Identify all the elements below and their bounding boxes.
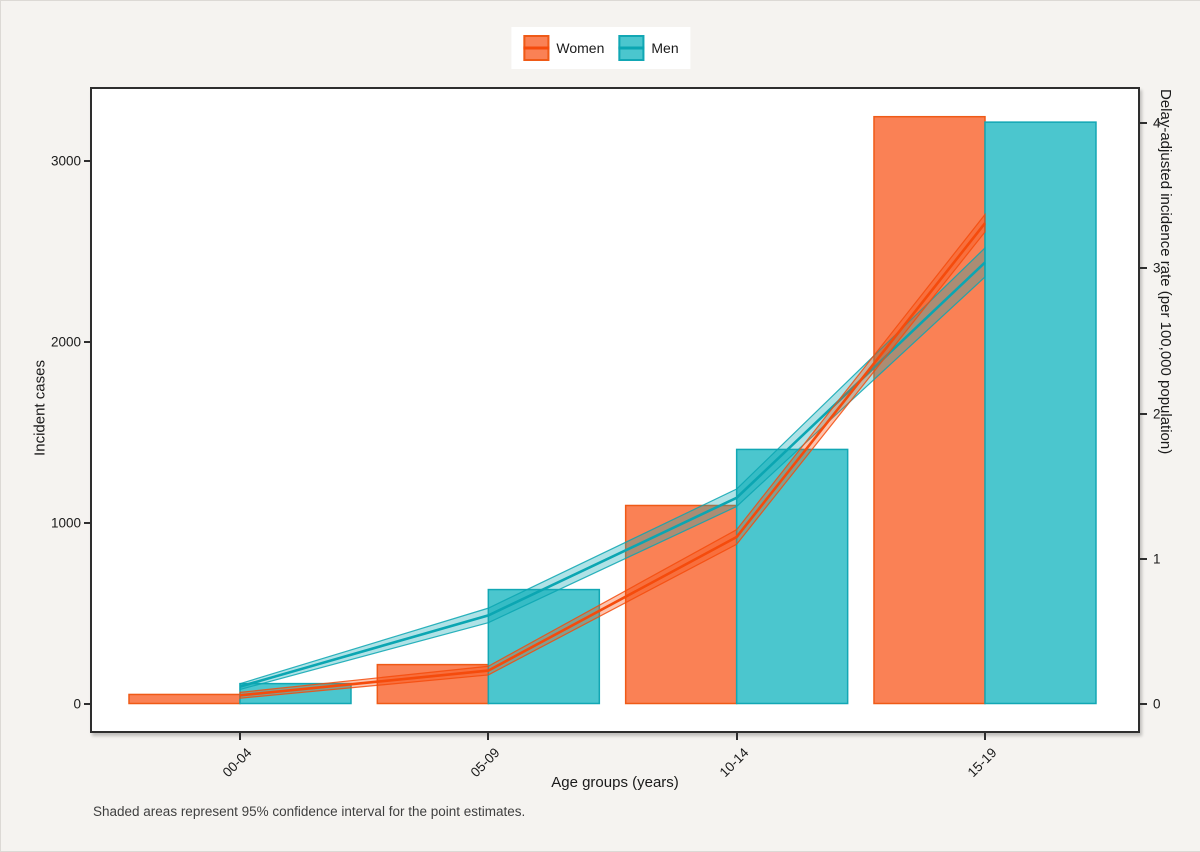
left-axis-tick [84, 340, 91, 343]
right-axis-tick [1140, 267, 1147, 270]
footnote-caption: Shaded areas represent 95% confidence in… [93, 804, 526, 819]
left-axis-tick [84, 702, 91, 705]
right-axis-tick-label: 1 [1153, 551, 1161, 567]
legend-key-men-swatch [618, 35, 645, 61]
bar-women-15-19 [873, 115, 986, 705]
legend-key-women-line [523, 46, 550, 50]
legend-item-women: Women [523, 35, 604, 61]
bar-men-05-09 [487, 588, 601, 705]
right-axis-tick-label: 4 [1153, 115, 1161, 131]
left-axis-tick-label: 0 [73, 696, 81, 711]
x-axis-title: Age groups (years) [551, 774, 679, 791]
left-axis-title: Incident cases [31, 360, 49, 456]
right-axis-title: Delay-adjusted incidence rate (per 100,0… [1157, 89, 1174, 455]
ci-ribbon-women [239, 212, 986, 699]
x-axis-tick [983, 733, 986, 740]
right-axis-tick-label: 3 [1153, 260, 1161, 276]
left-axis-tick [84, 521, 91, 524]
left-axis-tick-label: 2000 [50, 334, 81, 350]
x-axis-tick [239, 733, 241, 740]
left-axis-tick-label: 1000 [50, 515, 81, 531]
ci-ribbon-men [239, 246, 986, 691]
chart-canvas [128, 115, 1097, 705]
bar-women-00-04 [128, 693, 241, 705]
x-axis-tick [735, 733, 738, 740]
legend-label-men: Men [651, 40, 679, 56]
legend-label-women: Women [556, 40, 605, 56]
x-axis-tick [487, 733, 490, 740]
right-axis-tick-label: 0 [1153, 696, 1161, 712]
trend-line-women [239, 222, 987, 697]
left-axis-tick [84, 160, 91, 162]
legend-item-men: Men [618, 35, 679, 61]
right-axis-tick [1140, 122, 1147, 124]
left-axis-tick-label: 3000 [50, 153, 81, 169]
legend-key-men-line [618, 46, 645, 50]
right-axis-tick [1140, 557, 1147, 560]
right-axis-tick [1140, 703, 1147, 705]
right-axis-tick-label: 2 [1153, 406, 1161, 421]
legend: Women Men [511, 27, 691, 69]
bar-men-15-19 [984, 121, 1097, 705]
right-axis-tick [1140, 412, 1147, 415]
legend-key-women-swatch [523, 35, 550, 61]
bar-women-10-14 [624, 504, 738, 705]
bar-men-10-14 [735, 448, 849, 705]
